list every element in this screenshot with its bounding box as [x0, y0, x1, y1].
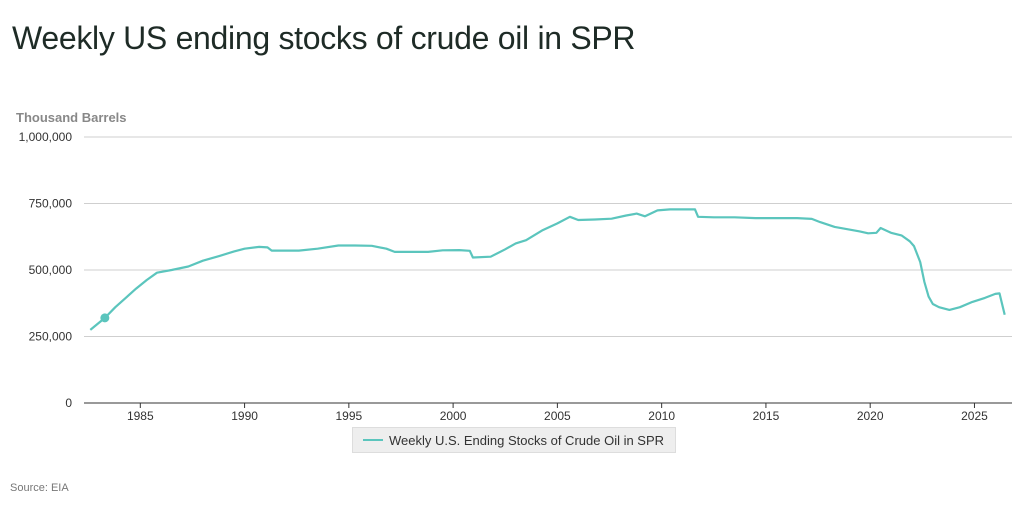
- series-layer: [89, 208, 1006, 331]
- x-tick-label: 1985: [127, 409, 154, 423]
- source-note: Source: EIA: [10, 482, 69, 494]
- y-tick-label: 1,000,000: [19, 130, 73, 144]
- y-tick-label: 500,000: [29, 263, 73, 277]
- y-axis-label: Thousand Barrels: [16, 110, 127, 125]
- y-tick-label: 750,000: [29, 197, 73, 211]
- legend-swatch: [363, 439, 383, 441]
- x-tick-label: 2000: [440, 409, 467, 423]
- chart-title: Weekly US ending stocks of crude oil in …: [12, 20, 636, 56]
- y-tick-label: 250,000: [29, 330, 73, 344]
- series-line-spr: [89, 208, 1006, 331]
- legend[interactable]: Weekly U.S. Ending Stocks of Crude Oil i…: [352, 427, 676, 453]
- x-tick-label: 2010: [648, 409, 675, 423]
- highlight-point[interactable]: [100, 313, 110, 323]
- x-tick-label: 2005: [544, 409, 571, 423]
- legend-label-spr: Weekly U.S. Ending Stocks of Crude Oil i…: [389, 432, 665, 448]
- y-tick-label: 0: [65, 396, 72, 410]
- y-tick-labels: 0 250,000 500,000 750,000 1,000,000: [19, 130, 73, 410]
- x-tick-label: 1995: [335, 409, 362, 423]
- x-tick-label: 2015: [753, 409, 780, 423]
- x-tick-label: 2025: [961, 409, 988, 423]
- x-tick-label: 1990: [231, 409, 258, 423]
- x-tick-label: 2020: [857, 409, 884, 423]
- grid-layer: [84, 136, 1012, 404]
- x-tick-labels: 1985 1990 1995 2000 2005 2010 2015 2020 2025: [127, 403, 988, 423]
